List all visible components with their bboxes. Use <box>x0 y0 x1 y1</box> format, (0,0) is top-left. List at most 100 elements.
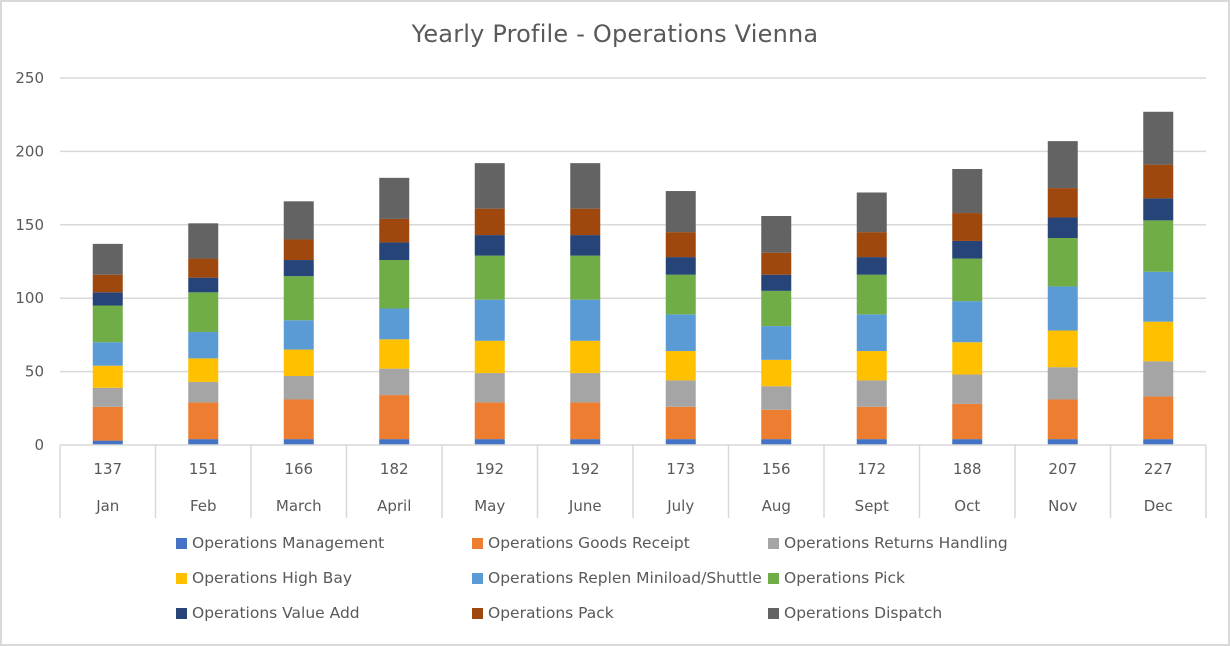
bar-segment <box>1143 361 1174 397</box>
total-label: 192 <box>571 460 600 478</box>
bar-segment <box>379 177 410 219</box>
legend-swatch-icon <box>176 607 187 619</box>
bar-segment <box>1143 271 1174 322</box>
bar-segment <box>188 258 219 278</box>
y-tick-label: 250 <box>15 69 44 87</box>
total-label: 227 <box>1144 460 1173 478</box>
bar-segment <box>761 439 792 445</box>
bar-segment <box>856 232 887 258</box>
gridlines <box>60 77 1206 373</box>
legend-label: Operations Pack <box>488 604 614 622</box>
category-label: Feb <box>190 497 217 515</box>
legend-item: Operations Pack <box>472 604 614 622</box>
legend-swatch-icon <box>768 537 779 549</box>
total-label: 172 <box>857 460 886 478</box>
bar-segment <box>570 402 601 440</box>
legend-item: Operations High Bay <box>176 569 352 587</box>
bar-segment <box>188 358 219 382</box>
bar-segment <box>570 255 601 300</box>
bar-segment <box>761 409 792 440</box>
bar-segment <box>570 373 601 403</box>
bar-segment <box>474 439 505 445</box>
total-label: 207 <box>1048 460 1077 478</box>
bar-segment <box>1047 141 1078 189</box>
legend-item: Operations Dispatch <box>768 604 942 622</box>
bar-segment <box>188 277 219 293</box>
bar-stack-feb <box>188 223 219 445</box>
bar-stack-sept <box>856 192 887 445</box>
legend-swatch-icon <box>176 572 187 584</box>
category-label: June <box>568 497 602 515</box>
bar-segment <box>856 351 887 381</box>
y-tick-label: 200 <box>15 142 44 160</box>
bar-segment <box>665 232 696 258</box>
legend-item: Operations Goods Receipt <box>472 534 690 552</box>
bar-segment <box>283 276 314 321</box>
bar-segment <box>379 395 410 440</box>
bar-segment <box>761 359 792 387</box>
bar-segment <box>952 403 983 440</box>
bar-segment <box>856 380 887 407</box>
bar-segment <box>952 240 983 259</box>
y-tick-label: 50 <box>25 363 44 381</box>
y-tick-label: 150 <box>15 216 44 234</box>
bar-segment <box>1143 220 1174 272</box>
bar-segment <box>761 274 792 291</box>
bar-segment <box>665 274 696 315</box>
bar-segment <box>474 299 505 341</box>
bar-segment <box>283 201 314 240</box>
total-label: 137 <box>93 460 122 478</box>
bar-segment <box>952 169 983 214</box>
bar-segment <box>952 213 983 241</box>
legend-label: Operations Value Add <box>192 604 360 622</box>
bar-segment <box>1143 164 1174 199</box>
bar-segment <box>188 402 219 440</box>
legend-label: Operations Replen Miniload/Shuttle <box>488 569 762 587</box>
bar-segment <box>1143 111 1174 165</box>
bar-segment <box>474 255 505 300</box>
legend-swatch-icon <box>472 572 483 584</box>
bar-segment <box>283 376 314 400</box>
bar-segment <box>570 235 601 256</box>
bar-segment <box>1143 198 1174 221</box>
bar-segment <box>283 239 314 261</box>
bar-segment <box>761 215 792 253</box>
category-label: Nov <box>1048 497 1077 515</box>
bar-segment <box>1047 330 1078 368</box>
bar-segment <box>92 305 123 343</box>
bar-segment <box>665 406 696 440</box>
y-tick-label: 100 <box>15 289 44 307</box>
bar-segment <box>283 260 314 277</box>
bar-stack-march <box>283 201 314 445</box>
bar-segment <box>856 439 887 445</box>
legend-label: Operations High Bay <box>192 569 352 587</box>
bar-segment <box>570 299 601 341</box>
bar-stack-july <box>665 191 696 445</box>
bar-segment <box>188 223 219 259</box>
bar-segment <box>856 314 887 352</box>
bar-segment <box>665 351 696 381</box>
bar-segment <box>570 163 601 209</box>
bar-segment <box>856 274 887 315</box>
bar-segment <box>379 339 410 369</box>
bar-segment <box>283 439 314 445</box>
bar-segment <box>856 192 887 233</box>
legend-label: Operations Management <box>192 534 385 552</box>
bar-segment <box>665 314 696 352</box>
bar-segment <box>92 406 123 441</box>
bar-stack-june <box>570 163 601 445</box>
bar-stack-jan <box>92 243 123 445</box>
bar-segment <box>761 290 792 327</box>
bar-segment <box>570 340 601 374</box>
bar-segment <box>283 399 314 440</box>
bar-segment <box>379 368 410 396</box>
legend-swatch-icon <box>768 572 779 584</box>
bar-segment <box>188 381 219 403</box>
bar-segment <box>379 308 410 340</box>
total-label: 192 <box>475 460 504 478</box>
bar-segment <box>1047 286 1078 331</box>
legend-item: Operations Management <box>176 534 384 552</box>
bar-segment <box>665 439 696 445</box>
bar-segment <box>283 349 314 377</box>
total-label: 156 <box>762 460 791 478</box>
